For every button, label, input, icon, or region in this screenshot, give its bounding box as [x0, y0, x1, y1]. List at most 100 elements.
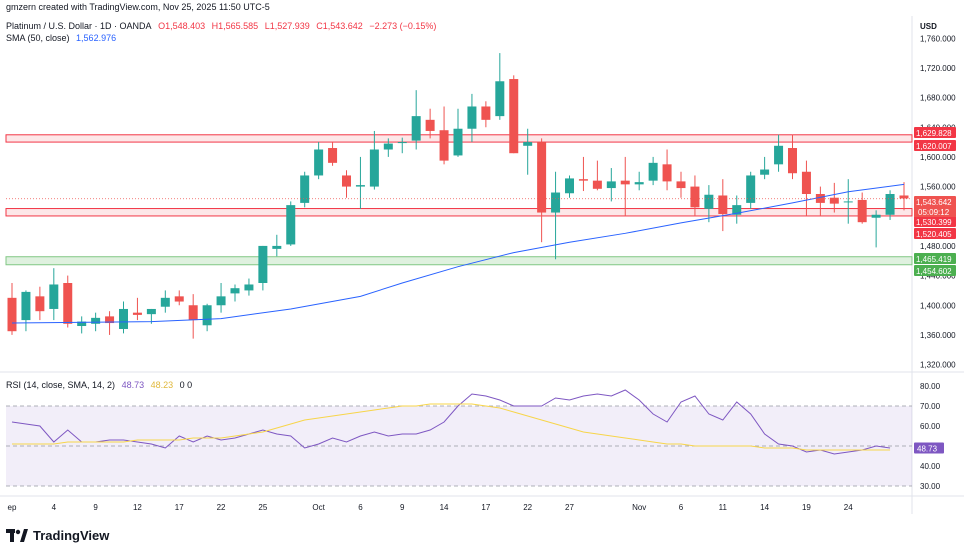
- candle-body: [35, 296, 45, 312]
- level-price-label: 1,530.399: [916, 218, 952, 227]
- candle-body: [119, 308, 128, 329]
- candle-body: [397, 142, 407, 144]
- time-axis-tick-label: Nov: [632, 503, 646, 512]
- candle-body: [801, 171, 811, 194]
- time-axis-tick-label: ep: [8, 503, 17, 512]
- sma-label[interactable]: SMA (50, close): [6, 33, 70, 43]
- time-axis-tick-label: 11: [719, 503, 728, 512]
- candle-body: [314, 149, 324, 176]
- time-axis-tick-label: Oct: [312, 503, 325, 512]
- candle-body: [829, 197, 839, 204]
- price-axis-tick-label: 1,320.000: [920, 361, 956, 370]
- rsi-value-tag: [914, 442, 944, 454]
- time-axis-tick-label: 9: [93, 503, 98, 512]
- level-price-tag: [914, 265, 956, 276]
- candle-body: [439, 130, 449, 161]
- candle-body: [63, 283, 73, 324]
- candle-body: [188, 305, 198, 321]
- currency-label[interactable]: USD: [920, 22, 937, 31]
- ohlc-high: H1,565.585: [211, 21, 259, 31]
- candle-body: [857, 199, 867, 223]
- candle-body: [690, 186, 700, 208]
- price-axis-tick-label: 1,360.000: [920, 331, 956, 340]
- ohlc-low: L1,527.939: [264, 21, 310, 31]
- candle-body: [411, 116, 421, 141]
- level-price-tag: [914, 228, 956, 239]
- ohlc-close: C1,543.642: [316, 21, 363, 31]
- time-axis-tick-label: 12: [133, 503, 142, 512]
- price-axis-tick-label: 1,400.000: [920, 301, 956, 310]
- candle-body: [105, 316, 115, 324]
- candle-body: [871, 214, 881, 218]
- rsi-sma-value: 48.23: [150, 380, 174, 390]
- candle-body: [328, 148, 338, 163]
- candle-body: [49, 284, 59, 309]
- ohlc-open: O1,548.403: [158, 21, 206, 31]
- candle-body: [523, 142, 533, 146]
- tradingview-logo[interactable]: TradingView: [6, 528, 109, 543]
- level-price-tag: [914, 216, 956, 227]
- tradingview-logo-icon: [6, 528, 28, 542]
- time-axis-tick-label: 25: [258, 503, 267, 512]
- candle-body: [620, 180, 630, 185]
- candle-body: [788, 148, 797, 174]
- candle-body: [230, 288, 240, 294]
- time-axis-tick-label: 22: [217, 503, 226, 512]
- level-price-label: 1,454.602: [916, 267, 952, 276]
- candle-body: [174, 296, 184, 302]
- candle-body: [634, 182, 644, 185]
- last-price-tag: [914, 196, 956, 217]
- time-axis-tick-label: 22: [523, 503, 532, 512]
- candle-body: [662, 164, 672, 182]
- candle-body: [453, 128, 463, 156]
- time-axis-tick-label: 17: [175, 503, 184, 512]
- candle-body: [467, 106, 477, 129]
- time-axis-tick-label: 4: [52, 503, 57, 512]
- candle-body: [509, 79, 519, 154]
- time-axis-tick-label: 14: [440, 503, 449, 512]
- candle-body: [77, 321, 87, 327]
- candle-body: [565, 178, 574, 194]
- candle-body: [885, 194, 895, 215]
- price-axis-tick-label: 1,480.000: [920, 242, 956, 251]
- price-axis-tick-label: 1,760.000: [920, 34, 956, 43]
- candle-body: [704, 194, 714, 209]
- rsi-ma-line: [12, 403, 891, 451]
- symbol-name[interactable]: Platinum / U.S. Dollar · 1D · OANDA: [6, 21, 152, 31]
- candle-body: [91, 317, 101, 324]
- rsi-axis-tick-label: 80.00: [920, 382, 941, 391]
- symbol-legend[interactable]: Platinum / U.S. Dollar · 1D · OANDA O1,5…: [6, 21, 440, 31]
- candle-body: [258, 245, 268, 283]
- candle-body: [202, 305, 212, 326]
- demand-zone: [5, 256, 913, 266]
- candle-body: [244, 284, 254, 291]
- candle-body: [774, 145, 784, 165]
- rsi-extra: 0 0: [179, 380, 193, 390]
- last-price-label: 1,543.642: [916, 198, 952, 207]
- candle-body: [300, 175, 310, 203]
- time-axis-tick-label: 27: [565, 503, 574, 512]
- candle-body: [21, 291, 31, 321]
- level-price-label: 1,620.007: [916, 142, 952, 151]
- rsi-value-tag-label: 48.73: [917, 445, 938, 454]
- candle-body: [160, 297, 170, 307]
- candle-body: [732, 205, 742, 215]
- candle-body: [843, 201, 853, 203]
- rsi-legend[interactable]: RSI (14, close, SMA, 14, 2) 48.73 48.23 …: [6, 380, 196, 390]
- candle-body: [718, 195, 728, 215]
- rsi-value: 48.73: [121, 380, 145, 390]
- sma-legend[interactable]: SMA (50, close) 1,562.976: [6, 33, 120, 43]
- time-axis-tick-label: 6: [679, 503, 684, 512]
- sma-value: 1,562.976: [76, 33, 117, 43]
- candle-body: [495, 81, 505, 117]
- candle-body: [648, 162, 658, 181]
- candle-body: [272, 245, 282, 249]
- logo-text: TradingView: [33, 528, 110, 543]
- candle-body: [383, 143, 393, 150]
- time-axis-tick-label: 24: [844, 503, 853, 512]
- candle-body: [355, 185, 365, 187]
- candle-body: [216, 296, 226, 306]
- candle-body: [592, 180, 602, 189]
- candle-body: [7, 297, 17, 332]
- rsi-label[interactable]: RSI (14, close, SMA, 14, 2): [6, 380, 116, 390]
